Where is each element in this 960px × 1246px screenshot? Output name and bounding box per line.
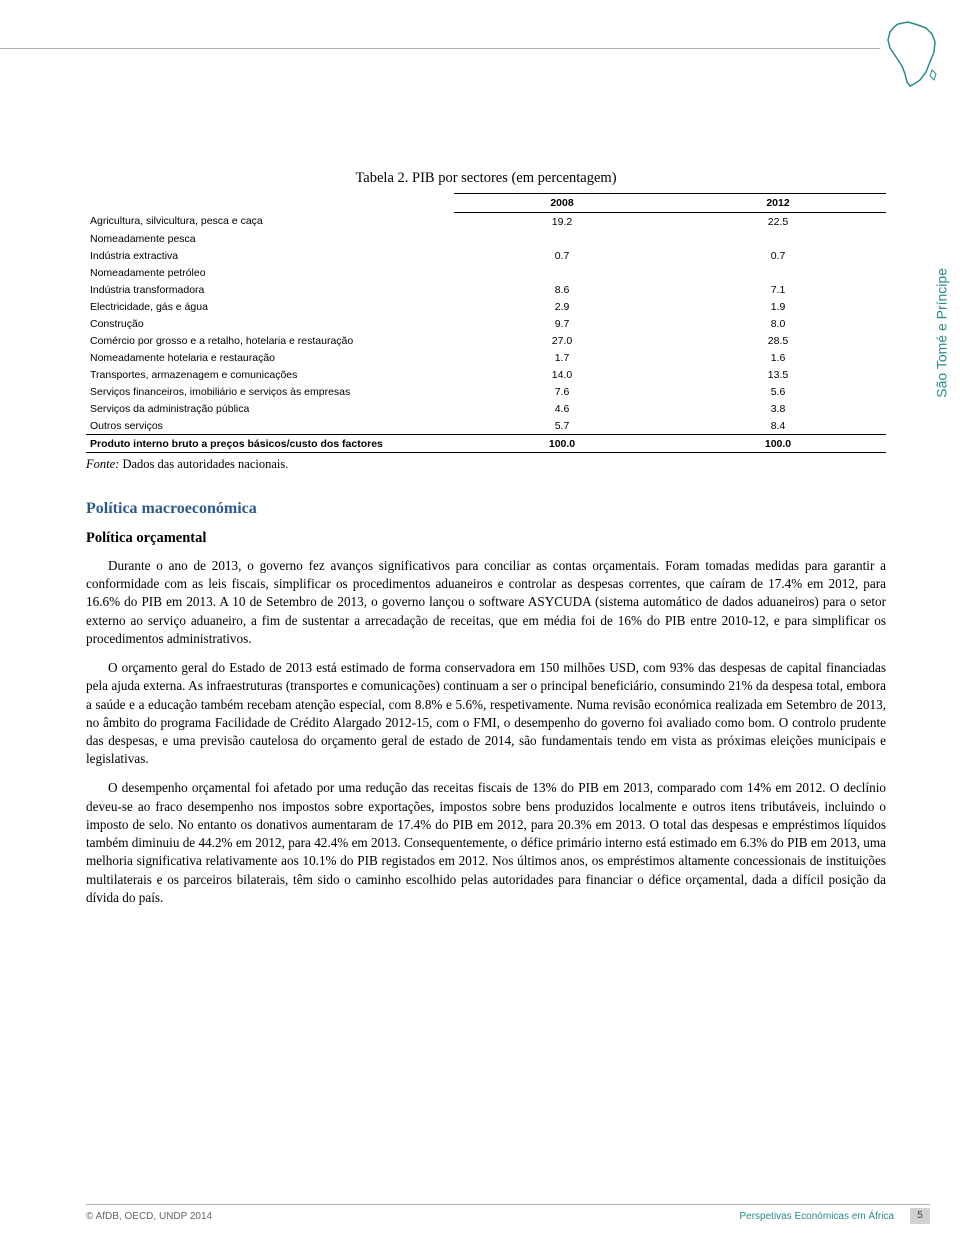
row-value-2012: 13.5: [670, 366, 886, 383]
row-label: Agricultura, silvicultura, pesca e caça: [86, 213, 454, 231]
table-title: Tabela 2. PIB por sectores (em percentag…: [86, 170, 886, 187]
row-label: Serviços da administração pública: [86, 400, 454, 417]
row-value-2008: 8.6: [454, 281, 670, 298]
table-row: Produto interno bruto a preços básicos/c…: [86, 435, 886, 453]
row-value-2008: 2.9: [454, 298, 670, 315]
row-label: Indústria extractiva: [86, 247, 454, 264]
paragraph: O desempenho orçamental foi afetado por …: [86, 779, 886, 907]
page-number: 5: [910, 1208, 930, 1224]
row-value-2012: 5.6: [670, 383, 886, 400]
row-value-2012: 8.4: [670, 417, 886, 435]
row-label: Nomeadamente petróleo: [86, 264, 454, 281]
row-label: Electricidade, gás e água: [86, 298, 454, 315]
row-label: Transportes, armazenagem e comunicações: [86, 366, 454, 383]
paragraph: O orçamento geral do Estado de 2013 está…: [86, 659, 886, 768]
footer-publication: Perspetivas Económicas em África: [739, 1211, 894, 1222]
table-row: Comércio por grosso e a retalho, hotelar…: [86, 332, 886, 349]
row-value-2008: 9.7: [454, 315, 670, 332]
table-header-row: 2008 2012: [86, 194, 886, 213]
row-value-2008: 5.7: [454, 417, 670, 435]
row-value-2008: 100.0: [454, 435, 670, 453]
main-content: Tabela 2. PIB por sectores (em percentag…: [86, 170, 886, 918]
sector-pib-table: 2008 2012 Agricultura, silvicultura, pes…: [86, 193, 886, 453]
table-row: Transportes, armazenagem e comunicações1…: [86, 366, 886, 383]
table-row: Indústria extractiva0.70.7: [86, 247, 886, 264]
table-row: Indústria transformadora8.67.1: [86, 281, 886, 298]
row-value-2008: 19.2: [454, 213, 670, 231]
row-value-2008: [454, 230, 670, 247]
row-label: Nomeadamente pesca: [86, 230, 454, 247]
source-text: Dados das autoridades nacionais.: [119, 457, 288, 471]
row-label: Serviços financeiros, imobiliário e serv…: [86, 383, 454, 400]
africa-outline-icon: [880, 20, 940, 88]
row-value-2012: [670, 230, 886, 247]
subsection-heading-orcamental: Política orçamental: [86, 530, 886, 547]
col-header-2012: 2012: [670, 194, 886, 213]
table-row: Nomeadamente hotelaria e restauração1.71…: [86, 349, 886, 366]
row-value-2008: [454, 264, 670, 281]
col-header-2008: 2008: [454, 194, 670, 213]
row-value-2012: 8.0: [670, 315, 886, 332]
row-value-2012: 1.6: [670, 349, 886, 366]
table-row: Agricultura, silvicultura, pesca e caça1…: [86, 213, 886, 231]
row-value-2012: 28.5: [670, 332, 886, 349]
row-value-2012: 7.1: [670, 281, 886, 298]
row-label: Produto interno bruto a preços básicos/c…: [86, 435, 454, 453]
row-label: Construção: [86, 315, 454, 332]
table-row: Nomeadamente petróleo: [86, 264, 886, 281]
row-value-2008: 14.0: [454, 366, 670, 383]
table-row: Serviços da administração pública4.63.8: [86, 400, 886, 417]
row-value-2012: 100.0: [670, 435, 886, 453]
table-row: Construção9.78.0: [86, 315, 886, 332]
top-horizontal-rule: [0, 48, 880, 49]
row-value-2008: 7.6: [454, 383, 670, 400]
row-value-2008: 4.6: [454, 400, 670, 417]
row-value-2012: 1.9: [670, 298, 886, 315]
table-row: Serviços financeiros, imobiliário e serv…: [86, 383, 886, 400]
row-label: Indústria transformadora: [86, 281, 454, 298]
country-side-label: São Tomé e Príncipe: [934, 268, 950, 398]
row-label: Comércio por grosso e a retalho, hotelar…: [86, 332, 454, 349]
table-row: Electricidade, gás e água2.91.9: [86, 298, 886, 315]
page-footer: © AfDB, OECD, UNDP 2014 Perspetivas Econ…: [86, 1204, 930, 1228]
table-row: Nomeadamente pesca: [86, 230, 886, 247]
row-label: Outros serviços: [86, 417, 454, 435]
footer-copyright: © AfDB, OECD, UNDP 2014: [86, 1211, 212, 1222]
source-prefix: Fonte:: [86, 457, 119, 471]
row-value-2012: 0.7: [670, 247, 886, 264]
row-value-2008: 27.0: [454, 332, 670, 349]
row-value-2008: 0.7: [454, 247, 670, 264]
col-header-blank: [86, 194, 454, 213]
section-heading-macro: Política macroeconómica: [86, 500, 886, 518]
table-source-note: Fonte: Dados das autoridades nacionais.: [86, 457, 886, 472]
table-row: Outros serviços5.78.4: [86, 417, 886, 435]
row-value-2008: 1.7: [454, 349, 670, 366]
row-value-2012: [670, 264, 886, 281]
row-value-2012: 22.5: [670, 213, 886, 231]
row-label: Nomeadamente hotelaria e restauração: [86, 349, 454, 366]
row-value-2012: 3.8: [670, 400, 886, 417]
paragraph: Durante o ano de 2013, o governo fez ava…: [86, 557, 886, 648]
